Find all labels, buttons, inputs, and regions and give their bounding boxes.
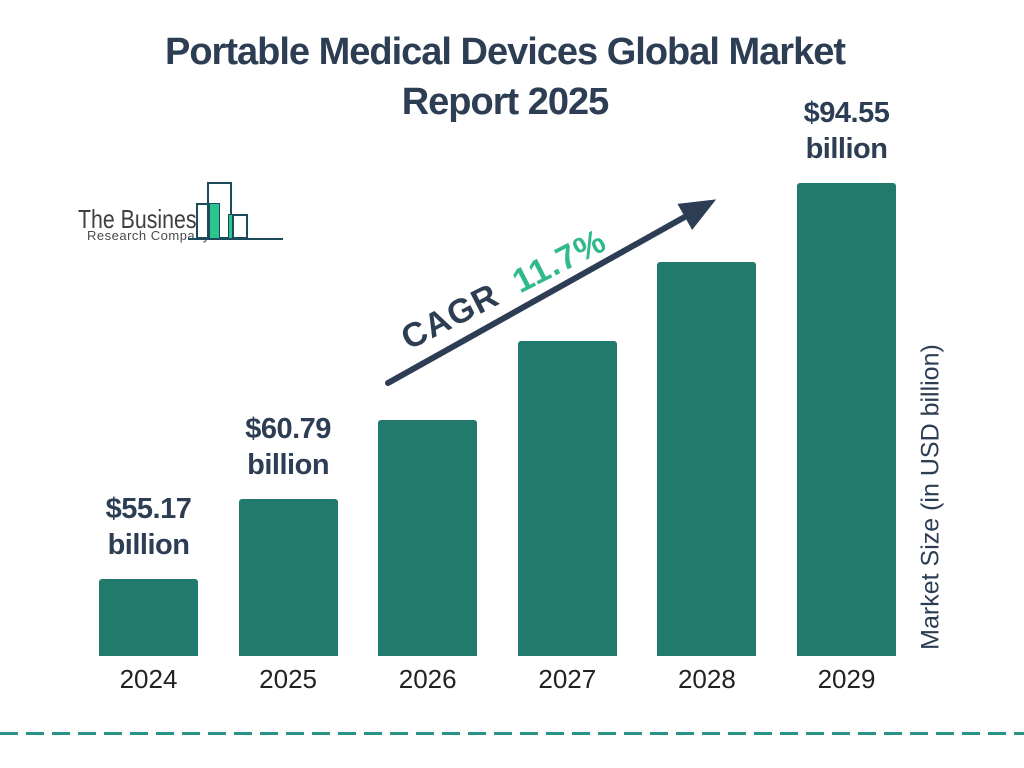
- value-label-2025: $60.79 billion: [245, 413, 331, 482]
- cagr-label: CAGR: [395, 276, 506, 358]
- cagr-annotation: CAGR 11.7%: [395, 222, 613, 359]
- chart-title: Portable Medical Devices Global Market R…: [0, 27, 1010, 127]
- year-label-2028: 2028: [677, 664, 736, 694]
- chart-title-line2: Report 2025: [401, 81, 610, 123]
- year-label-2029: 2029: [817, 664, 876, 694]
- y-axis-label: Market Size (in USD billion): [916, 344, 945, 650]
- bottom-dashed-divider: [0, 732, 1024, 735]
- bar-2029: [797, 183, 896, 656]
- year-label-2024: 2024: [119, 664, 178, 694]
- bar-2025: [238, 499, 338, 656]
- value-label-2029: $94.55 billion: [803, 97, 890, 165]
- year-label-2025: 2025: [259, 664, 318, 694]
- bar-2028: [657, 262, 757, 656]
- logo-company-name: The Business: [78, 204, 208, 234]
- chart-title-line1: Portable Medical Devices Global Market: [164, 31, 846, 73]
- bar-2024: [99, 578, 198, 656]
- logo-company-subname: Research Company: [87, 228, 210, 243]
- bar-2027: [517, 341, 617, 656]
- cagr-value: 11.7%: [506, 221, 613, 301]
- year-label-2027: 2027: [538, 664, 597, 694]
- year-label-2026: 2026: [398, 664, 457, 694]
- value-label-2024: $55.17 billion: [105, 492, 192, 561]
- bar-2026: [378, 420, 478, 656]
